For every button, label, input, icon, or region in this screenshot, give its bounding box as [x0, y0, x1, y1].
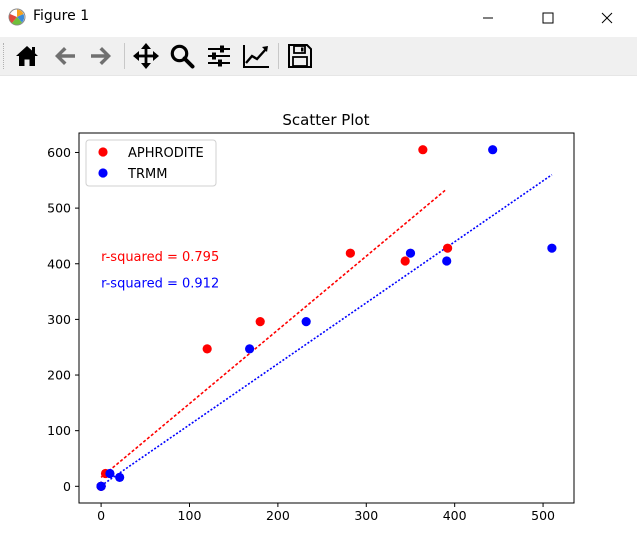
- data-point-trmm: [96, 481, 106, 491]
- y-tick-label: 400: [47, 256, 71, 271]
- legend: APHRODITE TRMM: [85, 139, 217, 187]
- y-tick-label: 300: [47, 312, 71, 327]
- minimize-icon: [483, 17, 493, 19]
- data-point-aphrodite: [400, 256, 410, 266]
- edit-axis-icon: [243, 45, 269, 68]
- navigation-toolbar: [0, 37, 637, 76]
- data-point-trmm: [301, 317, 311, 327]
- configure-subplots-button[interactable]: [204, 41, 234, 71]
- legend-label-trmm: TRMM: [127, 167, 167, 182]
- y-tick-label: 100: [47, 423, 71, 438]
- legend-marker-trmm: [98, 168, 108, 178]
- save-icon: [288, 44, 312, 68]
- data-point-aphrodite: [202, 344, 212, 354]
- y-tick-label: 600: [47, 145, 71, 160]
- annotations: r-squared = 0.795 r-squared = 0.912: [101, 250, 219, 292]
- forward-button[interactable]: [86, 41, 116, 71]
- x-tick-label: 200: [266, 508, 290, 523]
- save-button[interactable]: [285, 41, 315, 71]
- x-tick-label: 400: [443, 508, 467, 523]
- data-point-trmm: [442, 256, 452, 266]
- y-tick-label: 500: [47, 201, 71, 216]
- data-point-aphrodite: [345, 248, 355, 258]
- data-point-aphrodite: [255, 317, 265, 327]
- legend-box: [85, 139, 217, 187]
- pan-button[interactable]: [131, 41, 161, 71]
- y-tick-label: 0: [63, 479, 71, 494]
- axis-ticks: 0 100 200 300 400 500 0 100 200 300 400 500 600: [47, 145, 555, 523]
- forward-arrow-icon: [91, 47, 111, 65]
- back-arrow-icon: [55, 47, 75, 65]
- data-point-trmm: [547, 243, 557, 253]
- y-tick-label: 200: [47, 368, 71, 383]
- back-button[interactable]: [50, 41, 80, 71]
- data-point-aphrodite: [418, 145, 428, 155]
- x-tick-label: 0: [97, 508, 105, 523]
- window-title: Figure 1: [33, 8, 90, 24]
- fit-line-trmm: [100, 174, 553, 487]
- x-tick-label: 300: [354, 508, 378, 523]
- edit-axis-button[interactable]: [241, 41, 271, 71]
- pan-icon: [133, 43, 159, 69]
- data-point-trmm: [105, 468, 115, 479]
- close-icon: [601, 12, 613, 24]
- data-point-trmm: [405, 248, 416, 258]
- toolbar-grip: [3, 43, 8, 69]
- fit-line-aphrodite: [100, 189, 447, 479]
- axes-frame: [78, 132, 575, 504]
- r-squared-annotation: r-squared = 0.912: [101, 277, 219, 292]
- configure-subplots-icon: [208, 45, 230, 67]
- toolbar-separator: [124, 43, 125, 69]
- maximize-button[interactable]: [518, 0, 578, 36]
- home-button[interactable]: [12, 41, 42, 71]
- maximize-icon: [542, 12, 554, 24]
- window-titlebar: Figure 1: [0, 0, 637, 36]
- x-tick-label: 500: [531, 508, 555, 523]
- data-point-trmm: [244, 344, 255, 354]
- zoom-button[interactable]: [167, 41, 197, 71]
- matplotlib-logo-icon: [8, 8, 26, 26]
- fit-lines: [100, 174, 553, 487]
- minimize-button[interactable]: [458, 0, 518, 36]
- legend-label-aphrodite: APHRODITE: [128, 146, 204, 161]
- scatter-points: [96, 145, 557, 491]
- toolbar-separator: [278, 43, 279, 69]
- zoom-icon: [170, 44, 195, 69]
- r-squared-annotation: r-squared = 0.795: [101, 250, 219, 265]
- data-point-aphrodite: [442, 243, 453, 253]
- data-point-trmm: [488, 145, 498, 155]
- legend-marker-aphrodite: [98, 147, 108, 157]
- close-button[interactable]: [577, 0, 637, 36]
- home-icon: [16, 46, 38, 66]
- chart-title: Scatter Plot: [282, 111, 369, 129]
- x-tick-label: 100: [178, 508, 202, 523]
- data-point-trmm: [115, 472, 125, 483]
- scatter-plot-figure: Scatter Plot r-squared = 0.795r-squared …: [47, 111, 575, 523]
